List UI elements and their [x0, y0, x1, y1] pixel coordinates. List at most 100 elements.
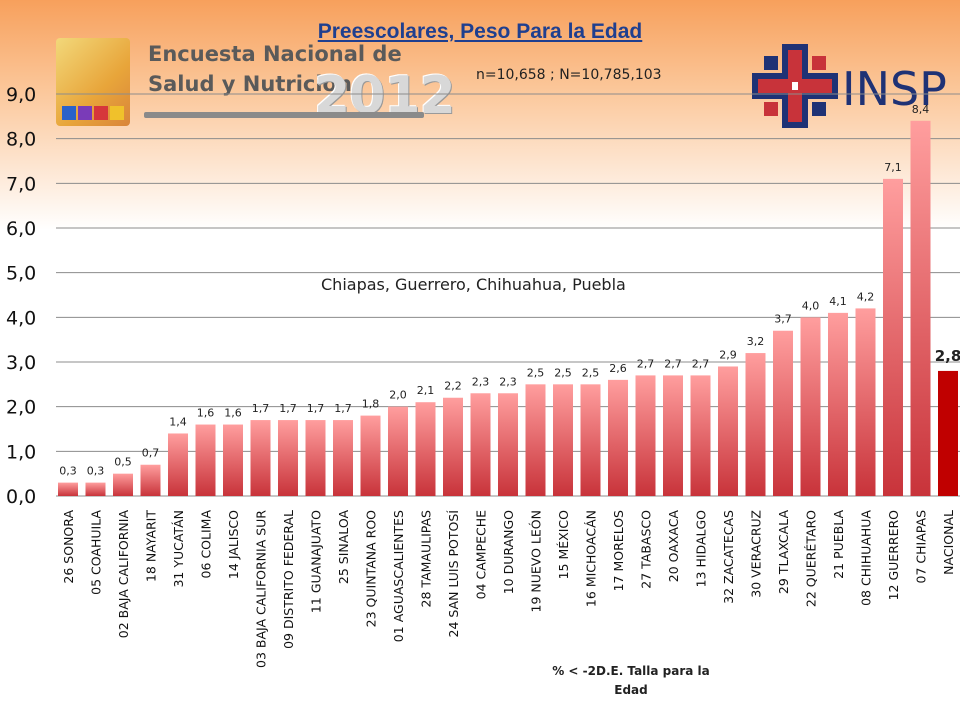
- bar: [828, 312, 848, 496]
- category-label: 30 VERACRUZ: [749, 510, 764, 598]
- survey-logo-line2: Salud y Nutrición: [148, 72, 352, 96]
- y-tick-label: 9,0: [6, 84, 36, 106]
- data-label: 2,9: [719, 348, 737, 361]
- data-label: 2,5: [554, 366, 572, 379]
- category-label: 14 JALISCO: [226, 510, 241, 579]
- y-tick-label: 7,0: [6, 173, 36, 195]
- bar: [883, 178, 903, 496]
- bar: [910, 120, 931, 497]
- data-label: 2,3: [499, 375, 517, 388]
- data-label: 4,0: [802, 299, 820, 312]
- data-label: 2,2: [444, 380, 462, 393]
- data-label: 3,2: [747, 335, 765, 348]
- category-label: 21 PUEBLA: [831, 510, 846, 579]
- data-label: 2,7: [664, 357, 682, 370]
- data-label: 2,6: [609, 362, 627, 375]
- chart-title: Preescolares, Peso Para la Edad: [317, 20, 643, 43]
- category-label: 18 NAYARIT: [144, 510, 159, 582]
- bar: [223, 424, 243, 496]
- data-label: 8,4: [912, 103, 930, 116]
- category-label: 07 CHIAPAS: [914, 510, 929, 584]
- category-label: 02 BAJA CALIFORNIA: [116, 510, 131, 639]
- bar: [113, 473, 133, 496]
- category-label: NACIONAL: [941, 510, 956, 575]
- data-label: 7,1: [884, 161, 902, 174]
- data-label: 0,7: [142, 447, 160, 460]
- category-label: 01 AGUASCALIENTES: [391, 510, 406, 642]
- bar: [525, 384, 546, 496]
- category-label: 26 SONORA: [61, 510, 76, 584]
- bar: [800, 317, 821, 496]
- bar: [58, 482, 78, 496]
- chart-annotation: Chiapas, Guerrero, Chihuahua, Puebla: [321, 275, 626, 294]
- y-tick-label: 6,0: [6, 218, 36, 240]
- data-label: 2,5: [582, 366, 600, 379]
- data-labels: 0,3 0,3 0,5 0,7 1,4 1,6 1,6 1,7 1,7 1,7 1,7 1,8 2,0 2…: [59, 103, 960, 478]
- data-label: 1,7: [307, 402, 325, 415]
- x-axis-label-line2: Edad: [614, 683, 647, 697]
- bar: [773, 330, 793, 496]
- category-label: 17 MORELOS: [611, 510, 626, 591]
- bar: [140, 464, 161, 496]
- category-label: 31 YUCATÁN: [171, 510, 186, 588]
- category-label: 32 ZACATECAS: [721, 510, 736, 604]
- data-label: 2,1: [417, 384, 435, 397]
- data-label: 0,3: [59, 465, 77, 478]
- category-label: 12 GUERRERO: [886, 510, 901, 601]
- bar: [690, 375, 711, 496]
- category-label: 24 SAN LUIS POTOSÍ: [446, 510, 461, 638]
- insp-logo: INSP: [752, 44, 947, 128]
- category-label: 10 DURANGO: [501, 510, 516, 594]
- insp-emblem-icon: [752, 44, 838, 128]
- y-tick-label: 5,0: [6, 263, 36, 285]
- bar: [855, 308, 876, 496]
- bar: [470, 393, 491, 496]
- bar: [718, 366, 738, 496]
- mexico-map-icon: [56, 38, 130, 126]
- chart-subtitle: n=10,658 ; N=10,785,103: [476, 67, 662, 83]
- data-label: 2,3: [472, 375, 490, 388]
- category-label: 27 TABASCO: [639, 510, 654, 589]
- bar: [608, 379, 628, 496]
- data-label: 2,0: [389, 389, 407, 402]
- x-axis-label-line1: % < -2D.E. Talla para la: [552, 664, 710, 678]
- bars: [58, 120, 958, 497]
- category-label: 29 TLAXCALA: [776, 510, 791, 595]
- category-label: 08 CHIHUAHUA: [859, 510, 874, 606]
- category-label: 09 DISTRITO FEDERAL: [281, 510, 296, 649]
- data-label: 1,7: [334, 402, 352, 415]
- survey-logo: Encuesta Nacional de Salud y Nutrición 2…: [56, 36, 456, 136]
- bar: [580, 384, 601, 496]
- category-label: 23 QUINTANA ROO: [364, 510, 379, 628]
- category-label: 06 COLIMA: [199, 510, 214, 579]
- bar: [443, 397, 463, 496]
- category-label: 20 OAXACA: [666, 510, 681, 583]
- y-tick-label: 1,0: [6, 441, 36, 463]
- bar: [745, 353, 766, 496]
- data-label: 2,7: [637, 357, 655, 370]
- data-label: 1,6: [224, 407, 242, 420]
- category-label: 19 NUEVO LEÓN: [529, 510, 544, 612]
- bar: [663, 375, 683, 496]
- bar: [498, 393, 518, 496]
- y-tick-label: 0,0: [6, 486, 36, 508]
- category-label: 03 BAJA CALIFORNIA SUR: [254, 510, 269, 668]
- data-label: 1,6: [197, 407, 215, 420]
- survey-logo-underline: [144, 112, 424, 118]
- data-label: 2,5: [527, 366, 545, 379]
- data-label: 2,8: [935, 347, 960, 365]
- data-label: 4,1: [829, 295, 847, 308]
- y-axis-ticks: 0,0 1,0 2,0 3,0 4,0 5,0 6,0 7,0 8,0 9,0: [6, 84, 36, 508]
- bar: [388, 406, 408, 496]
- bar: [195, 424, 216, 496]
- data-label: 1,7: [279, 402, 297, 415]
- category-label: 25 SINALOA: [336, 510, 351, 585]
- bar: [85, 482, 106, 496]
- bar: [278, 420, 298, 496]
- survey-logo-line1: Encuesta Nacional de: [148, 42, 402, 66]
- category-label: 13 HIDALGO: [694, 510, 709, 588]
- data-label: 1,4: [169, 415, 187, 428]
- category-label: 04 CAMPECHE: [474, 510, 489, 600]
- category-label: 28 TAMAULIPAS: [419, 510, 434, 608]
